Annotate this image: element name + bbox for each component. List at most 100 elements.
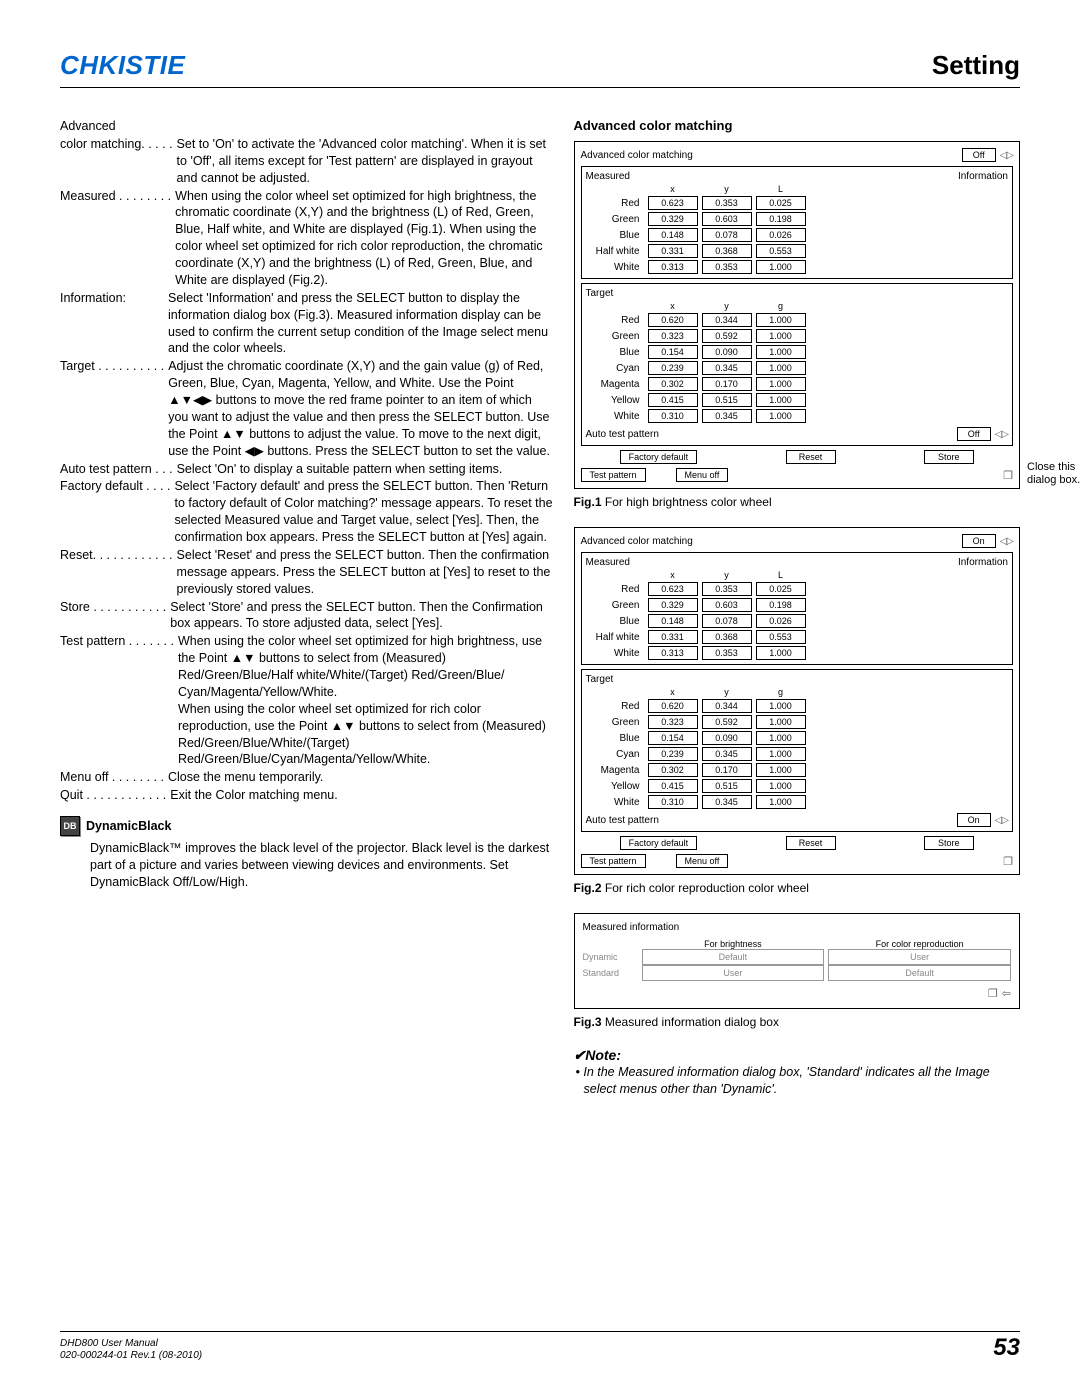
value-cell[interactable]: 0.353	[702, 196, 752, 210]
value-cell[interactable]: 0.323	[648, 329, 698, 343]
page-title: Setting	[932, 50, 1020, 81]
def-body	[164, 118, 554, 135]
value-cell[interactable]: 0.345	[702, 409, 752, 423]
value-cell[interactable]: 0.198	[756, 598, 806, 612]
brand-logo: CHKISTIE	[60, 50, 185, 81]
value-cell[interactable]: 0.368	[702, 630, 752, 644]
value-cell[interactable]: 0.154	[648, 731, 698, 745]
close-icon[interactable]: ❐	[988, 987, 998, 1000]
value-cell[interactable]: 0.329	[648, 598, 698, 612]
value-cell[interactable]: 0.623	[648, 196, 698, 210]
value-cell[interactable]: 1.000	[756, 345, 806, 359]
value-cell[interactable]: 0.026	[756, 228, 806, 242]
close-icon[interactable]: ❐	[1003, 855, 1013, 868]
value-cell[interactable]: 0.331	[648, 630, 698, 644]
value-cell[interactable]: 0.331	[648, 244, 698, 258]
value-cell[interactable]: 1.000	[756, 361, 806, 375]
value-cell[interactable]: 0.368	[702, 244, 752, 258]
panel1-toggle[interactable]: Off	[962, 148, 996, 162]
value-cell[interactable]: 0.603	[702, 212, 752, 226]
right-column: Advanced color matching Advanced color m…	[574, 118, 1021, 1098]
value-cell[interactable]: 0.623	[648, 582, 698, 596]
value-cell[interactable]: 0.344	[702, 699, 752, 713]
value-cell[interactable]: 1.000	[756, 260, 806, 274]
value-cell[interactable]: 1.000	[756, 409, 806, 423]
value-cell[interactable]: 0.344	[702, 313, 752, 327]
value-cell[interactable]: 0.170	[702, 377, 752, 391]
value-cell[interactable]: 1.000	[756, 731, 806, 745]
value-cell[interactable]: 0.345	[702, 747, 752, 761]
value-cell[interactable]: 0.323	[648, 715, 698, 729]
data-row: Half white0.3310.3680.553	[586, 630, 1009, 644]
def-body: Exit the Color matching menu.	[166, 787, 553, 804]
value-cell[interactable]: 0.353	[702, 582, 752, 596]
value-cell[interactable]: 0.345	[702, 795, 752, 809]
def-term: Reset. . . . . . . . . . . .	[60, 547, 173, 598]
value-cell[interactable]: 0.415	[648, 779, 698, 793]
panel2-toggle[interactable]: On	[962, 534, 996, 548]
value-cell[interactable]: 0.025	[756, 196, 806, 210]
value-cell[interactable]: 0.310	[648, 409, 698, 423]
value-cell[interactable]: 0.198	[756, 212, 806, 226]
def-body: Close the menu temporarily.	[164, 769, 554, 786]
reset-button[interactable]: Reset	[786, 450, 836, 464]
value-cell[interactable]: 1.000	[756, 329, 806, 343]
value-cell[interactable]: 0.148	[648, 614, 698, 628]
value-cell[interactable]: 0.078	[702, 614, 752, 628]
value-cell[interactable]: 0.313	[648, 646, 698, 660]
value-cell[interactable]: 0.353	[702, 260, 752, 274]
value-cell[interactable]: 0.345	[702, 361, 752, 375]
close-icon[interactable]: ❐	[1003, 469, 1013, 482]
def-term: Test pattern . . . . . . .	[60, 633, 174, 768]
value-cell[interactable]: 0.353	[702, 646, 752, 660]
value-cell[interactable]: 0.313	[648, 260, 698, 274]
value-cell[interactable]: 0.078	[702, 228, 752, 242]
value-cell[interactable]: 0.090	[702, 345, 752, 359]
value-cell[interactable]: 0.329	[648, 212, 698, 226]
value-cell[interactable]: 1.000	[756, 646, 806, 660]
mi-title: Measured information	[583, 922, 1012, 933]
test-pattern-button[interactable]: Test pattern	[581, 468, 646, 482]
value-cell[interactable]: 0.603	[702, 598, 752, 612]
value-cell[interactable]: 0.310	[648, 795, 698, 809]
value-cell[interactable]: 0.148	[648, 228, 698, 242]
autotest-toggle-2[interactable]: On	[957, 813, 991, 827]
content: Advancedcolor matching. . . . .Set to 'O…	[60, 118, 1020, 1098]
value-cell[interactable]: 1.000	[756, 779, 806, 793]
mi-row: StandardUserDefault	[583, 965, 1012, 981]
value-cell[interactable]: 0.592	[702, 329, 752, 343]
value-cell[interactable]: 0.553	[756, 244, 806, 258]
value-cell[interactable]: 1.000	[756, 313, 806, 327]
value-cell[interactable]: 0.154	[648, 345, 698, 359]
value-cell[interactable]: 1.000	[756, 377, 806, 391]
menu-off-button[interactable]: Menu off	[676, 468, 729, 482]
autotest-toggle-1[interactable]: Off	[957, 427, 991, 441]
back-icon[interactable]: ⇦	[1002, 987, 1011, 1000]
value-cell[interactable]: 0.592	[702, 715, 752, 729]
value-cell[interactable]: 0.090	[702, 731, 752, 745]
factory-default-button[interactable]: Factory default	[620, 450, 698, 464]
info-lbl[interactable]: Information	[958, 171, 1008, 182]
value-cell[interactable]: 0.239	[648, 747, 698, 761]
value-cell[interactable]: 0.553	[756, 630, 806, 644]
definition-row: Measured . . . . . . . .When using the c…	[60, 188, 554, 289]
definition-row: Quit . . . . . . . . . . . .Exit the Col…	[60, 787, 554, 804]
value-cell[interactable]: 0.170	[702, 763, 752, 777]
value-cell[interactable]: 0.302	[648, 763, 698, 777]
value-cell[interactable]: 0.026	[756, 614, 806, 628]
value-cell[interactable]: 1.000	[756, 699, 806, 713]
value-cell[interactable]: 0.302	[648, 377, 698, 391]
value-cell[interactable]: 0.515	[702, 393, 752, 407]
value-cell[interactable]: 0.620	[648, 313, 698, 327]
store-button[interactable]: Store	[924, 450, 974, 464]
value-cell[interactable]: 0.415	[648, 393, 698, 407]
value-cell[interactable]: 1.000	[756, 747, 806, 761]
value-cell[interactable]: 1.000	[756, 393, 806, 407]
value-cell[interactable]: 1.000	[756, 763, 806, 777]
value-cell[interactable]: 0.620	[648, 699, 698, 713]
value-cell[interactable]: 0.515	[702, 779, 752, 793]
value-cell[interactable]: 0.025	[756, 582, 806, 596]
value-cell[interactable]: 1.000	[756, 795, 806, 809]
value-cell[interactable]: 1.000	[756, 715, 806, 729]
value-cell[interactable]: 0.239	[648, 361, 698, 375]
